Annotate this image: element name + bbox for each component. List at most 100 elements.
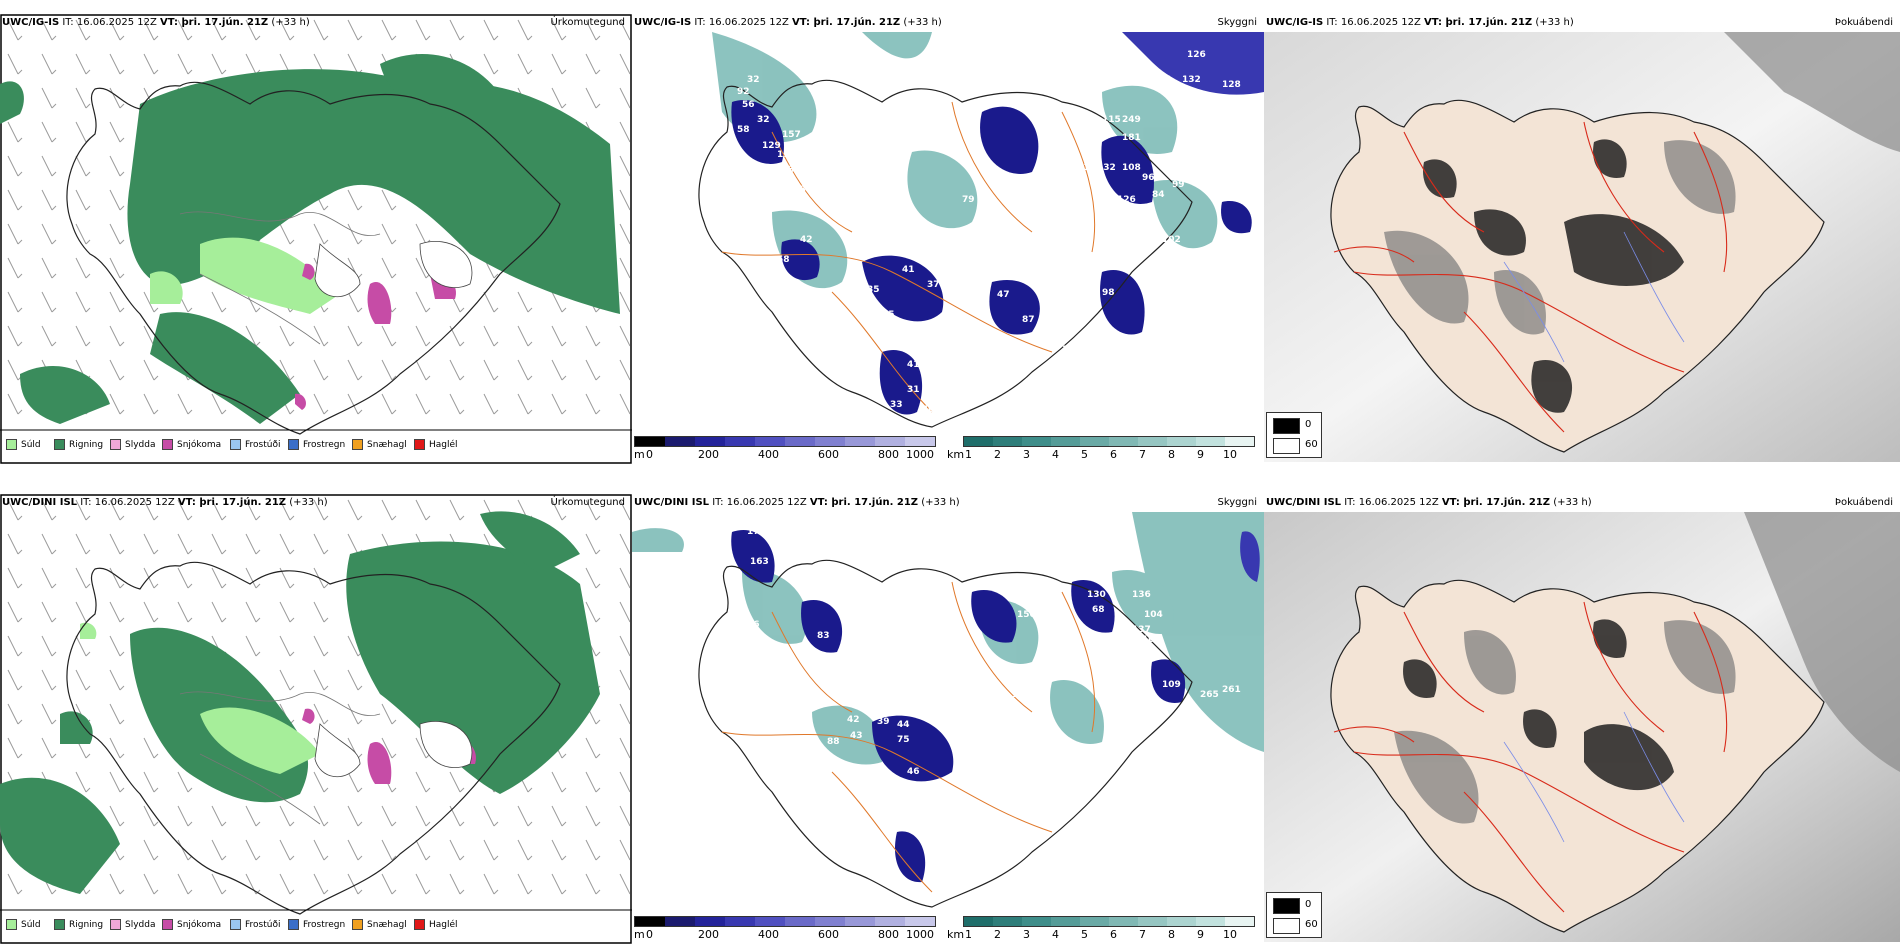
- height-tick: 200: [698, 928, 719, 941]
- vis-label: 87: [1022, 315, 1035, 325]
- legend-label: Snjókoma: [177, 440, 222, 450]
- legend-item-snjokoma: Snjókoma: [162, 438, 221, 452]
- legend-item-frostudi: Frostúði: [230, 918, 280, 932]
- legend-item-snaehagl: Snæhagl: [352, 438, 407, 452]
- valid-time: VT: þri. 17.jún. 21Z: [177, 497, 287, 508]
- visibility-colorbar-swatches: [963, 436, 1255, 447]
- height-tick: 600: [818, 448, 839, 461]
- height-tick: 600: [818, 928, 839, 941]
- vis-label: 64: [845, 605, 858, 615]
- height-swatch: [845, 437, 875, 446]
- issue-time: IT: 16.06.2025 12Z: [691, 17, 793, 28]
- model-name: UWC/DINI ISL: [634, 497, 710, 508]
- vis-label: 56: [742, 100, 755, 110]
- fog-dark-areas: [1403, 619, 1674, 791]
- legend-swatch: [288, 919, 299, 930]
- legend-swatch: [6, 439, 17, 450]
- vis-label: 117: [1012, 690, 1031, 700]
- vis-tick: 2: [994, 928, 1001, 941]
- height-swatch: [635, 437, 665, 446]
- legend-label: Rigning: [69, 920, 104, 930]
- fog-legend-max: 60: [1305, 919, 1318, 930]
- vis-tick: 1: [965, 448, 972, 461]
- vis-label: 80: [1087, 143, 1100, 153]
- vis-swatch: [1167, 437, 1196, 446]
- lead-time: (+33 h): [900, 17, 942, 28]
- legend-swatch: [6, 919, 17, 930]
- drizzle-areas: [150, 237, 340, 314]
- legend-swatch: [352, 439, 363, 450]
- height-swatch: [635, 917, 665, 926]
- vis-label: 109: [1062, 345, 1081, 355]
- visibility-value-labels: 126 146 132 128 152 135 133 190 56 32 92…: [707, 50, 1256, 415]
- vis-swatch: [1196, 437, 1225, 446]
- vis-swatch: [1225, 437, 1254, 446]
- vis-label: 108: [1122, 163, 1141, 173]
- legend-swatch: [414, 439, 425, 450]
- visibility-value-labels: 173 163 185 180 56 57 83 64 268 130 136 …: [724, 527, 1241, 821]
- height-swatch: [815, 437, 845, 446]
- vis-label: 118: [777, 150, 796, 160]
- panel-header: UWC/IG-IS IT: 16.06.2025 12Z VT: þri. 17…: [1266, 16, 1896, 30]
- legend-swatch: [414, 919, 425, 930]
- vis-label: 41: [902, 265, 915, 275]
- vis-label: 55: [882, 310, 895, 320]
- fog-legend-swatch-max: [1273, 438, 1300, 454]
- legend-item-frostregn: Frostregn: [288, 438, 345, 452]
- legend-swatch: [54, 919, 65, 930]
- vis-swatch: [993, 917, 1022, 926]
- vis-label: 58: [737, 125, 750, 135]
- height-tick: 0: [646, 928, 653, 941]
- precip-legend: Súld Rigning Slydda Snjókoma Frostúði Fr…: [4, 918, 624, 934]
- visibility-colorbar: km 1 2 3 4 5 6 7 8 9 10: [947, 916, 1257, 942]
- legend-item-haglel: Haglél: [414, 438, 458, 452]
- panel-type-label: Þokuábendi: [1834, 497, 1893, 508]
- vis-swatch: [1051, 917, 1080, 926]
- legend-label: Snjókoma: [177, 920, 222, 930]
- vis-label: 163: [707, 185, 726, 195]
- model-name: UWC/IG-IS: [2, 17, 60, 28]
- height-swatch: [905, 437, 935, 446]
- valid-time: VT: þri. 17.jún. 21Z: [1441, 497, 1551, 508]
- fog-map: [1264, 512, 1900, 942]
- panel-header: UWC/DINI ISL IT: 16.06.2025 12Z VT: þri.…: [2, 496, 628, 510]
- model-name: UWC/IG-IS: [634, 17, 692, 28]
- fog-legend-swatch-max: [1273, 918, 1300, 934]
- vis-label: 115: [724, 640, 743, 650]
- legend-item-snaehagl: Snæhagl: [352, 918, 407, 932]
- vis-label: 115: [1102, 115, 1121, 125]
- visibility-unit: km: [947, 928, 965, 941]
- visibility-map: 126 146 132 128 152 135 133 190 56 32 92…: [632, 32, 1264, 432]
- vis-tick: 3: [1023, 928, 1030, 941]
- vis-label: 75: [897, 735, 910, 745]
- vis-label: 100: [1142, 635, 1161, 645]
- precip-panel-top: UWC/IG-IS IT: 16.06.2025 12Z VT: þri. 17…: [0, 14, 632, 464]
- vis-label: 76: [1027, 173, 1040, 183]
- lead-time: (+33 h): [268, 17, 310, 28]
- vis-label: 41: [907, 360, 920, 370]
- vis-label: 40: [922, 405, 935, 415]
- fog-legend: 0 60: [1266, 892, 1322, 938]
- height-tick: 800: [878, 448, 899, 461]
- vis-label: 136: [1132, 590, 1151, 600]
- vis-label: 58: [777, 255, 790, 265]
- vis-tick: 10: [1223, 448, 1237, 461]
- vis-label: 173: [747, 527, 766, 537]
- legend-swatch: [230, 919, 241, 930]
- height-tick: 1000: [906, 448, 934, 461]
- height-colorbar: m 0 200 400 600 800 1000: [632, 436, 942, 462]
- legend-swatch: [162, 439, 173, 450]
- vis-swatch: [964, 917, 993, 926]
- vis-label: 47: [997, 260, 1010, 270]
- vis-label: 68: [1092, 605, 1105, 615]
- panel-header: UWC/DINI ISL IT: 16.06.2025 12Z VT: þri.…: [1266, 496, 1896, 510]
- legend-item-sudd: Súld: [6, 918, 41, 932]
- vis-tick: 6: [1110, 448, 1117, 461]
- vis-label: 126: [1187, 50, 1206, 60]
- vis-swatch: [1080, 437, 1109, 446]
- height-colorbar-swatches: [634, 436, 936, 447]
- vis-label: 130: [1087, 590, 1106, 600]
- vis-label: 185: [730, 675, 749, 685]
- lead-time: (+33 h): [1550, 497, 1592, 508]
- vis-label: 76: [1002, 173, 1015, 183]
